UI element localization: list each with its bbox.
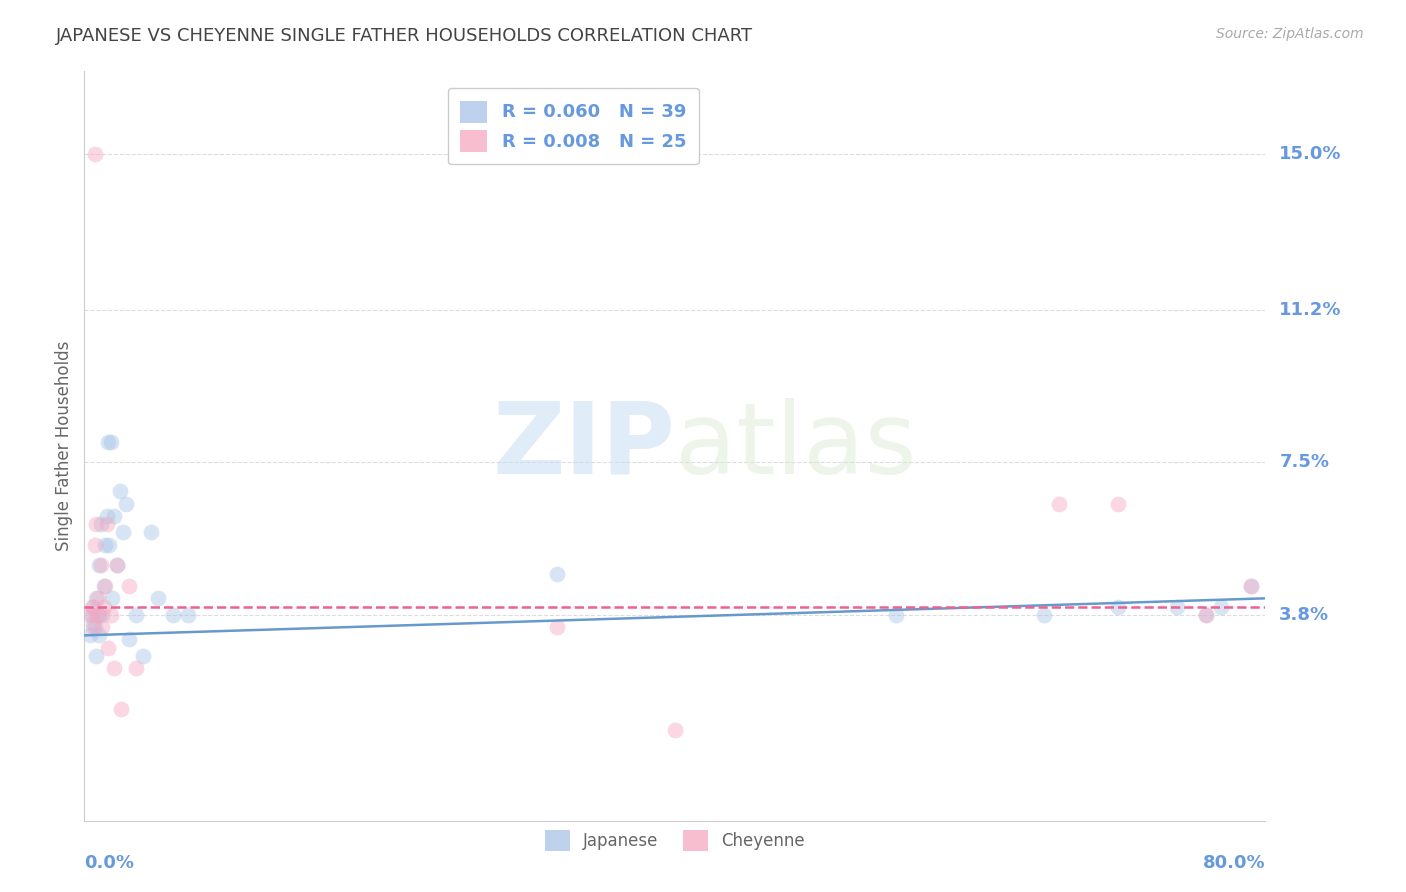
Point bbox=[83, 538, 105, 552]
Point bbox=[1211, 599, 1233, 614]
Text: Source: ZipAtlas.com: Source: ZipAtlas.com bbox=[1216, 27, 1364, 41]
Y-axis label: Single Father Households: Single Father Households bbox=[55, 341, 73, 551]
Point bbox=[90, 517, 112, 532]
Point bbox=[82, 599, 104, 614]
Point bbox=[1107, 497, 1129, 511]
Legend: Japanese, Cheyenne: Japanese, Cheyenne bbox=[538, 823, 811, 857]
Point bbox=[105, 558, 128, 573]
Point bbox=[1047, 497, 1070, 511]
Point bbox=[1195, 607, 1218, 622]
Point bbox=[177, 607, 200, 622]
Text: ZIP: ZIP bbox=[492, 398, 675, 494]
Point bbox=[97, 434, 120, 449]
Point bbox=[139, 525, 162, 540]
Point bbox=[103, 661, 125, 675]
Point bbox=[97, 640, 120, 655]
Point bbox=[90, 558, 112, 573]
Point bbox=[1166, 599, 1188, 614]
Point bbox=[1107, 599, 1129, 614]
Point bbox=[79, 628, 101, 642]
Point bbox=[546, 566, 568, 581]
Point bbox=[1033, 607, 1056, 622]
Point bbox=[132, 648, 155, 663]
Point bbox=[105, 558, 128, 573]
Point bbox=[1195, 607, 1218, 622]
Text: 7.5%: 7.5% bbox=[1279, 453, 1329, 472]
Point bbox=[125, 661, 148, 675]
Point bbox=[83, 146, 105, 161]
Point bbox=[110, 702, 132, 716]
Point bbox=[1240, 579, 1263, 593]
Point bbox=[162, 607, 184, 622]
Point bbox=[87, 558, 111, 573]
Point bbox=[118, 632, 141, 647]
Point bbox=[125, 607, 148, 622]
Point bbox=[103, 508, 125, 523]
Point bbox=[84, 517, 107, 532]
Point bbox=[84, 591, 107, 606]
Point bbox=[546, 620, 568, 634]
Point bbox=[79, 607, 101, 622]
Point bbox=[100, 434, 122, 449]
Point bbox=[148, 591, 170, 606]
Point bbox=[84, 607, 107, 622]
Point bbox=[664, 723, 686, 737]
Text: 0.0%: 0.0% bbox=[84, 855, 135, 872]
Point bbox=[93, 579, 115, 593]
Text: JAPANESE VS CHEYENNE SINGLE FATHER HOUSEHOLDS CORRELATION CHART: JAPANESE VS CHEYENNE SINGLE FATHER HOUSE… bbox=[56, 27, 754, 45]
Point bbox=[91, 607, 114, 622]
Point bbox=[114, 497, 136, 511]
Text: 80.0%: 80.0% bbox=[1202, 855, 1265, 872]
Text: atlas: atlas bbox=[675, 398, 917, 494]
Point bbox=[91, 620, 114, 634]
Point bbox=[82, 620, 104, 634]
Point bbox=[86, 607, 108, 622]
Point bbox=[87, 628, 111, 642]
Point bbox=[86, 591, 108, 606]
Point bbox=[83, 620, 105, 634]
Point bbox=[87, 607, 111, 622]
Text: 3.8%: 3.8% bbox=[1279, 606, 1330, 624]
Point bbox=[93, 599, 115, 614]
Text: 15.0%: 15.0% bbox=[1279, 145, 1341, 162]
Point bbox=[80, 607, 103, 622]
Point bbox=[108, 484, 131, 499]
Point bbox=[82, 615, 104, 630]
Point bbox=[886, 607, 908, 622]
Point bbox=[84, 648, 107, 663]
Point bbox=[96, 517, 118, 532]
Point bbox=[94, 579, 117, 593]
Point bbox=[118, 579, 141, 593]
Point bbox=[1240, 579, 1263, 593]
Point bbox=[100, 607, 122, 622]
Point bbox=[94, 538, 117, 552]
Point bbox=[98, 538, 121, 552]
Point bbox=[96, 508, 118, 523]
Text: 11.2%: 11.2% bbox=[1279, 301, 1341, 319]
Point bbox=[80, 599, 103, 614]
Point bbox=[101, 591, 124, 606]
Point bbox=[111, 525, 134, 540]
